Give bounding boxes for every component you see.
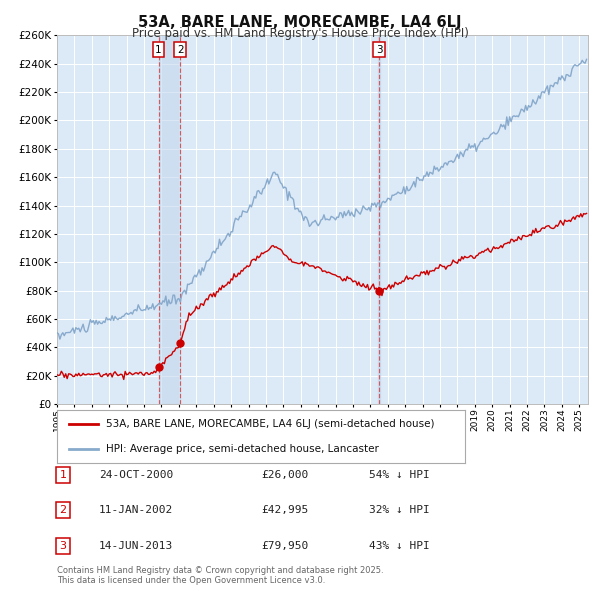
Bar [158, 35, 181, 404]
Text: £42,995: £42,995 [261, 506, 308, 515]
Text: 53A, BARE LANE, MORECAMBE, LA4 6LJ: 53A, BARE LANE, MORECAMBE, LA4 6LJ [138, 15, 462, 30]
Text: 1: 1 [155, 45, 162, 55]
Text: 2: 2 [59, 506, 67, 515]
Text: 2: 2 [177, 45, 184, 55]
Text: 1: 1 [59, 470, 67, 480]
Text: 3: 3 [376, 45, 382, 55]
Text: Price paid vs. HM Land Registry's House Price Index (HPI): Price paid vs. HM Land Registry's House … [131, 27, 469, 40]
Text: £26,000: £26,000 [261, 470, 308, 480]
Text: 54% ↓ HPI: 54% ↓ HPI [369, 470, 430, 480]
Text: 3: 3 [59, 541, 67, 550]
Text: 43% ↓ HPI: 43% ↓ HPI [369, 541, 430, 550]
Text: £79,950: £79,950 [261, 541, 308, 550]
Text: Contains HM Land Registry data © Crown copyright and database right 2025.
This d: Contains HM Land Registry data © Crown c… [57, 566, 383, 585]
Text: 53A, BARE LANE, MORECAMBE, LA4 6LJ (semi-detached house): 53A, BARE LANE, MORECAMBE, LA4 6LJ (semi… [106, 419, 434, 430]
Text: HPI: Average price, semi-detached house, Lancaster: HPI: Average price, semi-detached house,… [106, 444, 379, 454]
Text: 11-JAN-2002: 11-JAN-2002 [99, 506, 173, 515]
Text: 32% ↓ HPI: 32% ↓ HPI [369, 506, 430, 515]
Text: 14-JUN-2013: 14-JUN-2013 [99, 541, 173, 550]
Text: 24-OCT-2000: 24-OCT-2000 [99, 470, 173, 480]
Bar [377, 35, 380, 404]
